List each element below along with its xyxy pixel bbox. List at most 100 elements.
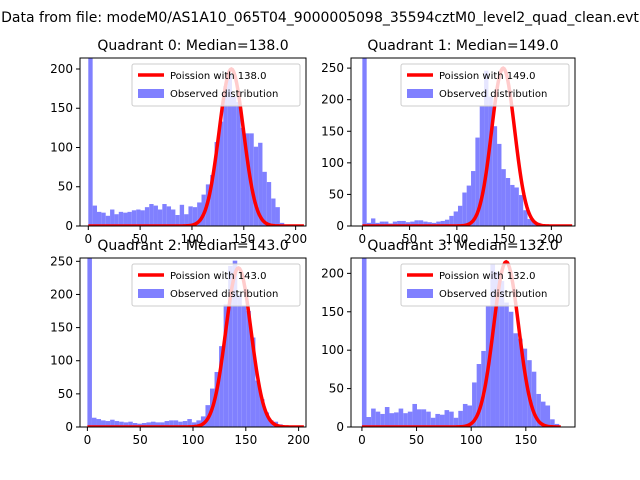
x-tick-label: 200 <box>540 232 563 246</box>
x-tick-label: 50 <box>132 232 147 246</box>
hist-bar <box>146 422 151 427</box>
hist-bar <box>171 209 176 226</box>
hist-bar <box>405 222 411 226</box>
x-tick-label: 150 <box>232 232 255 246</box>
hist-bar <box>458 410 463 427</box>
y-tick-label: 200 <box>50 62 73 76</box>
hist-bar <box>237 294 242 427</box>
hist-bar <box>435 413 440 427</box>
hist-bar <box>540 401 546 427</box>
y-tick-label: 200 <box>321 266 344 280</box>
y-tick-label: 150 <box>321 124 344 138</box>
x-tick-label: 0 <box>84 433 92 447</box>
hist-bar <box>394 412 399 427</box>
hist-bar <box>449 411 454 427</box>
hist-bar <box>149 204 154 226</box>
hist-bar <box>362 58 367 226</box>
x-tick-label: 0 <box>84 232 92 246</box>
x-tick-label: 150 <box>514 433 537 447</box>
legend-box <box>400 63 570 107</box>
plot-area: 0 50 100 150 200 0 50 100 150 200 250 Poission with… <box>321 57 576 246</box>
subplot-quadrant-3: 0 50 100 150 0 50 100 150 200 Poission with 132.0… <box>321 238 576 447</box>
hist-bar <box>253 146 259 226</box>
y-tick-label: 50 <box>58 180 73 194</box>
hist-bar <box>457 205 463 226</box>
y-tick-label: 50 <box>58 387 73 401</box>
hist-bar <box>426 411 431 427</box>
hist-bar <box>375 411 381 427</box>
y-tick-label: 150 <box>50 321 73 335</box>
hist-bar <box>241 306 247 427</box>
hist-bar <box>361 258 367 427</box>
hist-bar <box>136 209 141 226</box>
legend: Poission with 149.0 Observed distribution <box>400 63 570 107</box>
hist-bar <box>192 207 198 226</box>
y-tick-label: 0 <box>336 219 344 233</box>
y-tick-label: 0 <box>65 420 73 434</box>
legend-box <box>131 263 301 307</box>
hist-bar <box>472 382 477 427</box>
hist-bar <box>518 195 524 226</box>
hist-bar <box>462 403 468 427</box>
y-tick-label: 50 <box>329 382 344 396</box>
hist-bar <box>144 207 150 226</box>
hist-bar <box>371 218 376 226</box>
x-tick-label: 50 <box>409 433 424 447</box>
hist-bar <box>228 265 233 427</box>
hist-bar <box>510 184 515 226</box>
curve-group <box>87 265 304 427</box>
legend-patch-swatch <box>138 89 164 98</box>
hist-bar <box>223 86 228 226</box>
hist-bar <box>141 423 147 427</box>
x-tick-label: 50 <box>133 433 148 447</box>
hist-bar <box>175 215 180 226</box>
hist-bar <box>550 419 555 427</box>
hist-bar <box>245 133 250 226</box>
hist-bar <box>91 417 97 427</box>
hist-bar <box>499 281 505 427</box>
hist-bar <box>392 221 398 226</box>
hist-bar <box>514 187 519 226</box>
hist-bar <box>384 407 390 427</box>
hist-bar <box>430 417 436 427</box>
hist-bar <box>214 371 220 427</box>
hist-bar <box>182 421 188 427</box>
y-tick-label: 100 <box>321 156 344 170</box>
y-tick-label: 200 <box>321 93 344 107</box>
hist-bar <box>114 214 119 226</box>
hist-bar <box>127 211 132 226</box>
hist-bar <box>416 409 422 427</box>
hist-bar <box>132 423 138 427</box>
hist-bar <box>488 96 493 226</box>
subplot-quadrant-1: Quadrant 1: Median=149.0 0 50 100 150 200 0 50… <box>321 38 576 246</box>
hist-bar <box>162 204 167 226</box>
hist-bar <box>178 421 183 427</box>
hist-bar <box>436 221 441 226</box>
x-tick-label: 150 <box>234 433 257 447</box>
hist-bar <box>444 410 450 427</box>
hist-bar <box>114 421 120 427</box>
legend: Poission with 143.0 Observed distribution <box>131 263 301 307</box>
hist-bar <box>101 212 106 226</box>
hist-bar <box>187 419 192 427</box>
hist-bar <box>522 348 528 427</box>
y-tick-label: 100 <box>50 140 73 154</box>
x-tick-label: 100 <box>460 433 483 447</box>
hist-bar <box>453 211 458 226</box>
y-tick-label: 150 <box>50 101 73 115</box>
hist-bar <box>505 178 511 226</box>
hist-bar <box>155 422 161 427</box>
hist-bar <box>191 422 197 427</box>
poisson-curve <box>87 265 304 427</box>
subplot-quadrant-2: 0 50 100 150 200 0 50 100 150 200 250 Poission with… <box>50 238 310 447</box>
x-tick-label: 100 <box>182 433 205 447</box>
hist-bar <box>110 419 115 427</box>
hist-bar <box>160 422 165 427</box>
hist-bar <box>513 333 518 427</box>
subplot-title: Quadrant 3: Median=132.0 <box>367 238 558 254</box>
hist-bar <box>527 219 532 226</box>
hist-bar <box>96 419 102 427</box>
hist-bar <box>92 205 98 226</box>
subplot-title: Quadrant 2: Median=143.0 <box>97 238 288 254</box>
axes-frame <box>350 257 576 428</box>
